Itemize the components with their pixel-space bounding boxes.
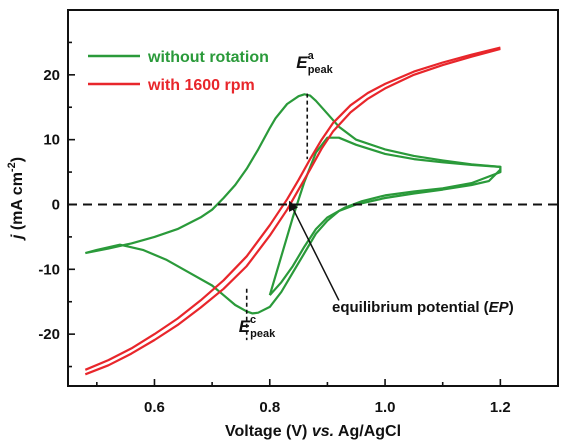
y-tick-label: -10 <box>38 261 60 278</box>
legend-label-with-1600-rpm: with 1600 rpm <box>147 77 255 94</box>
x-axis-title-pre: Voltage (V) <box>225 423 312 440</box>
legend: without rotation with 1600 rpm <box>88 49 269 94</box>
y-tick-label: 10 <box>43 132 60 149</box>
anodic-peak-sub: peak <box>308 64 334 76</box>
series-line-with-1600-rpm-rpm-reverse <box>84 47 501 376</box>
cathodic-peak-sub: peak <box>250 328 276 340</box>
y-axis-ticks: -20 -10 0 10 20 <box>38 41 75 368</box>
series-line-with-1600-rpm-rpm-forward <box>84 46 501 371</box>
y-tick-label: 20 <box>43 67 60 84</box>
y-tick-label: 0 <box>52 196 60 213</box>
x-axis-ticks: 0.6 0.8 1.0 1.2 <box>96 379 559 416</box>
anodic-peak-label: Ea peak <box>296 50 333 76</box>
x-axis-title-italic: vs. <box>312 423 334 440</box>
y-axis-title-pre: (mA cm <box>9 172 26 235</box>
cathodic-peak-label: Ec peak <box>239 314 276 340</box>
equilibrium-label-italic: EP <box>489 299 510 316</box>
equilibrium-arrow <box>289 200 340 301</box>
anodic-peak-E: E <box>296 53 308 72</box>
x-axis-title-post: Ag/AgCl <box>334 423 401 440</box>
y-axis-title-post: ) <box>9 157 26 162</box>
x-axis-title: Voltage (V) vs. Ag/AgCl <box>225 423 401 440</box>
cathodic-peak-sup: c <box>250 314 256 326</box>
anodic-peak-annotation: Ea peak <box>296 50 334 160</box>
series-line-without-rotation-no-rot-inner <box>268 136 502 296</box>
x-tick-label: 1.0 <box>375 399 396 416</box>
y-axis-title-italic: j <box>9 234 26 241</box>
equilibrium-annotation: equilibrium potential (EP) <box>289 200 514 316</box>
x-tick-label: 0.6 <box>144 399 165 416</box>
equilibrium-label-post: ) <box>509 299 514 316</box>
x-tick-label: 0.8 <box>259 399 280 416</box>
cathodic-peak-E: E <box>239 317 251 336</box>
series-layer <box>84 46 502 376</box>
x-tick-label: 1.2 <box>490 399 511 416</box>
y-axis-title-sup: -2 <box>6 162 18 172</box>
y-tick-label: -20 <box>38 326 60 343</box>
equilibrium-label: equilibrium potential (EP) <box>332 299 514 316</box>
plot-frame <box>67 9 559 387</box>
equilibrium-label-pre: equilibrium potential ( <box>332 299 489 316</box>
anodic-peak-sup: a <box>308 50 315 62</box>
y-axis-title: j (mA cm-2) <box>6 157 26 241</box>
cathodic-peak-annotation: Ec peak <box>239 288 276 341</box>
legend-label-without-rotation: without rotation <box>147 49 269 66</box>
